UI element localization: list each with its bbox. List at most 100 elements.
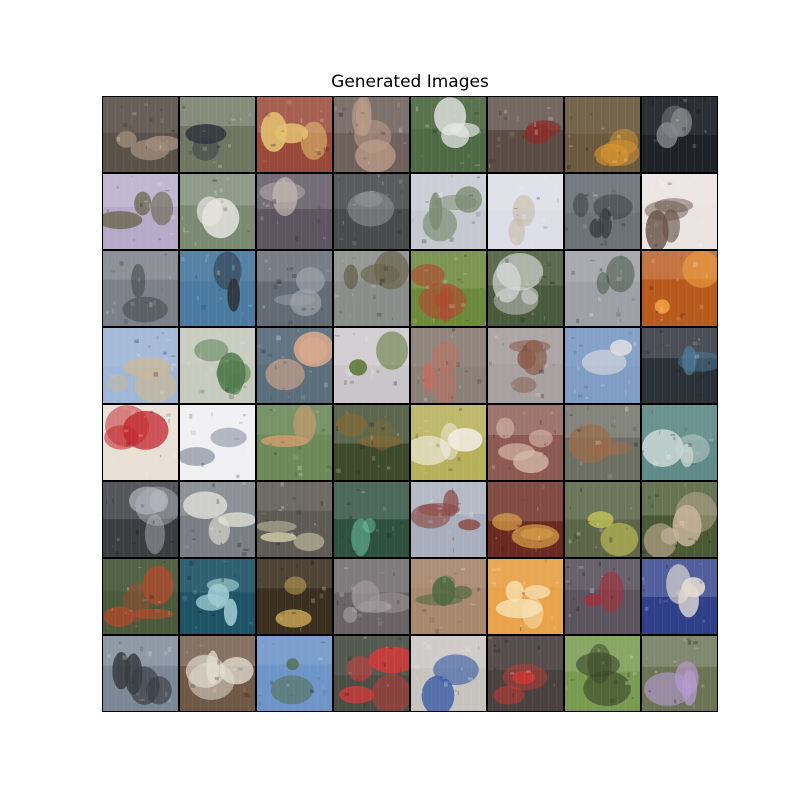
generated-image-tile [103, 174, 178, 249]
generated-image [565, 482, 640, 557]
generated-image [103, 174, 178, 249]
generated-image-tile [103, 97, 178, 172]
generated-image [103, 328, 178, 403]
generated-image [257, 328, 332, 403]
generated-image [103, 559, 178, 634]
generated-image-tile [180, 328, 255, 403]
generated-image [642, 482, 717, 557]
generated-image-tile [334, 482, 409, 557]
generated-image [334, 174, 409, 249]
generated-image [103, 251, 178, 326]
generated-image [257, 251, 332, 326]
generated-image [334, 636, 409, 711]
generated-image [565, 174, 640, 249]
generated-image-tile [642, 174, 717, 249]
generated-image-tile [642, 636, 717, 711]
generated-image-tile [565, 251, 640, 326]
generated-image-tile [488, 328, 563, 403]
generated-image [565, 405, 640, 480]
generated-image-tile [257, 174, 332, 249]
generated-image [257, 559, 332, 634]
generated-image-tile [565, 328, 640, 403]
generated-image [180, 328, 255, 403]
generated-image [642, 559, 717, 634]
generated-image [257, 97, 332, 172]
generated-image [257, 405, 332, 480]
generated-image-tile [642, 559, 717, 634]
generated-image-tile [334, 251, 409, 326]
generated-image-tile [103, 636, 178, 711]
generated-image-tile [180, 251, 255, 326]
generated-image [257, 174, 332, 249]
generated-image [180, 174, 255, 249]
generated-image [411, 97, 486, 172]
generated-image [334, 97, 409, 172]
generated-image [334, 328, 409, 403]
generated-image [180, 97, 255, 172]
generated-image [642, 251, 717, 326]
generated-image [411, 251, 486, 326]
generated-image [103, 97, 178, 172]
generated-image [565, 328, 640, 403]
generated-image [411, 559, 486, 634]
generated-image-tile [488, 174, 563, 249]
generated-image-tile [642, 251, 717, 326]
generated-image-tile [411, 636, 486, 711]
generated-image-tile [103, 405, 178, 480]
generated-image-tile [411, 559, 486, 634]
generated-image-tile [334, 405, 409, 480]
generated-image [180, 636, 255, 711]
generated-image [334, 251, 409, 326]
generated-image-tile [565, 636, 640, 711]
generated-image [411, 482, 486, 557]
generated-image [565, 636, 640, 711]
generated-image [411, 328, 486, 403]
generated-image-tile [334, 328, 409, 403]
generated-image [642, 405, 717, 480]
generated-image-tile [411, 328, 486, 403]
generated-image [565, 559, 640, 634]
generated-image [180, 559, 255, 634]
generated-image-tile [257, 328, 332, 403]
image-grid [102, 96, 718, 712]
generated-image-tile [334, 636, 409, 711]
generated-image-tile [180, 636, 255, 711]
generated-image-tile [103, 328, 178, 403]
generated-image-tile [642, 97, 717, 172]
generated-image-tile [642, 482, 717, 557]
generated-image [642, 174, 717, 249]
generated-image-tile [642, 405, 717, 480]
generated-image-tile [642, 328, 717, 403]
generated-image [488, 405, 563, 480]
generated-image [488, 251, 563, 326]
generated-image-tile [411, 405, 486, 480]
figure-title: Generated Images [331, 72, 489, 92]
generated-image [180, 251, 255, 326]
generated-image [334, 405, 409, 480]
generated-image-tile [488, 97, 563, 172]
generated-image-tile [411, 174, 486, 249]
generated-image [103, 482, 178, 557]
generated-image-tile [180, 97, 255, 172]
generated-image [411, 405, 486, 480]
generated-image-tile [488, 251, 563, 326]
generated-image [411, 174, 486, 249]
generated-image-tile [180, 174, 255, 249]
generated-image-tile [103, 482, 178, 557]
generated-image-tile [565, 174, 640, 249]
generated-image [257, 636, 332, 711]
generated-image-tile [565, 97, 640, 172]
generated-image-tile [103, 251, 178, 326]
generated-image-tile [488, 405, 563, 480]
generated-image-tile [257, 559, 332, 634]
generated-image [565, 251, 640, 326]
generated-image-tile [257, 405, 332, 480]
generated-image-tile [488, 636, 563, 711]
generated-image-tile [488, 482, 563, 557]
generated-image-tile [334, 97, 409, 172]
generated-image [180, 482, 255, 557]
generated-image [488, 559, 563, 634]
generated-image [334, 559, 409, 634]
generated-image-tile [257, 251, 332, 326]
generated-image [488, 97, 563, 172]
